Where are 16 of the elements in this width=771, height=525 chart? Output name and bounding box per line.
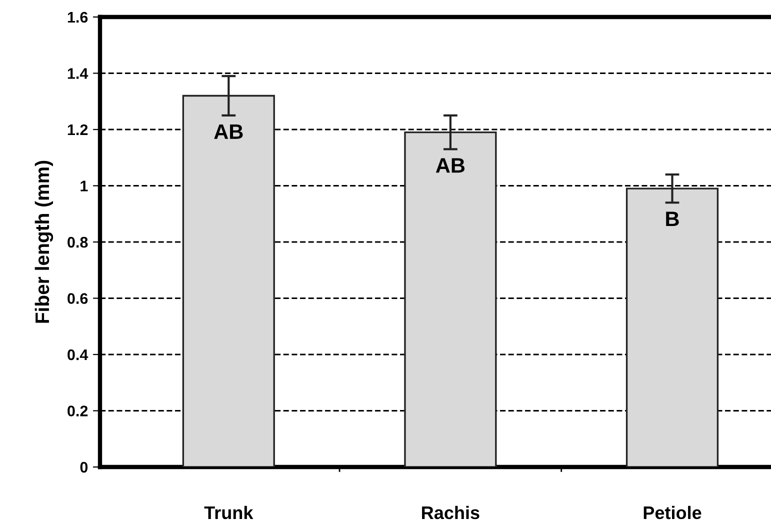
- annotation: AB: [436, 158, 465, 173]
- annotation: B: [666, 212, 679, 226]
- y-tick-label: 0: [80, 462, 88, 473]
- y-tick-label: 0.4: [68, 349, 88, 360]
- y-tick-label: 1.6: [68, 12, 88, 23]
- y-tick-label: 1.2: [68, 124, 88, 136]
- x-tick-label: Trunk: [204, 506, 254, 520]
- x-tick-label: Petiole: [644, 506, 702, 520]
- y-tick-label: 0.2: [68, 406, 88, 416]
- x-tick-label: Rachis: [422, 506, 480, 520]
- y-tick-label: 0.6: [68, 293, 88, 304]
- y-axis-title: Fiber length (mm): [34, 160, 54, 323]
- y-tick-label: 0.8: [68, 236, 88, 248]
- annotation: AB: [214, 124, 243, 139]
- y-tick-label: 1: [80, 180, 88, 192]
- y-tick-label: 1.4: [68, 68, 88, 79]
